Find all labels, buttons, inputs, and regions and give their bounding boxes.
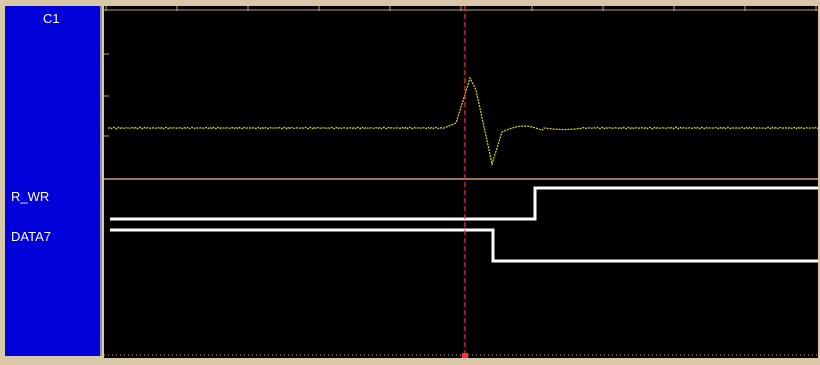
- time-ruler-ticks: [105, 6, 817, 11]
- channel-label-panel: C1 R_WR DATA7: [5, 6, 102, 356]
- cursor-handle[interactable]: [462, 353, 468, 358]
- c1-analog-trace: [107, 76, 818, 167]
- waveform-canvas: [104, 6, 818, 358]
- channel-label-data7[interactable]: DATA7: [11, 229, 51, 244]
- waveform-plot-area[interactable]: [104, 6, 818, 358]
- r-wr-digital-trace: [110, 186, 818, 221]
- amplitude-scale-ticks: [104, 53, 109, 137]
- data7-digital-trace: [110, 228, 818, 263]
- channel-label-r-wr[interactable]: R_WR: [11, 189, 50, 204]
- channel-label-c1[interactable]: C1: [43, 11, 60, 26]
